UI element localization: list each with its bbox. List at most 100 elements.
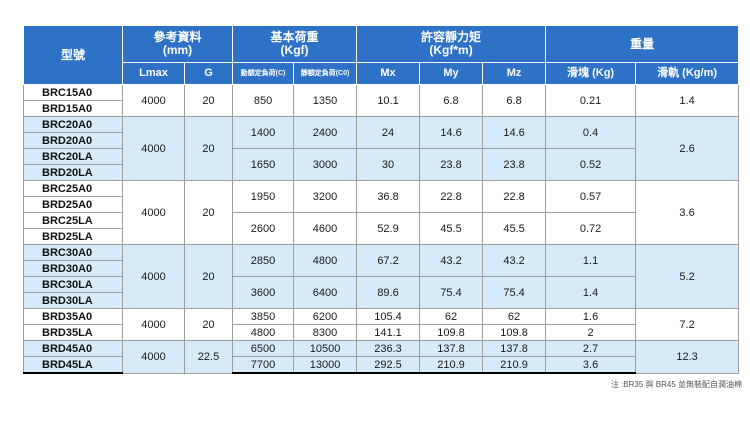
header-mz: Mz (482, 62, 547, 85)
g-cell: 20 (183, 84, 234, 117)
table-row: BRC20A0 4000 20 1400 2400 24 14.6 14.6 0… (23, 116, 740, 181)
rail-weight-cell: 12.3 (635, 340, 740, 374)
header-dynamic-load: 動額定負荷(C) (232, 62, 295, 85)
table-row: BRD45LA 7700 13000 292.5 210.9 210.9 3.6 (23, 356, 739, 374)
header-slider-weight: 滑塊 (Kg) (545, 62, 637, 85)
static-load-cell: 2400 (293, 116, 358, 149)
mz-cell: 75.4 (482, 276, 547, 309)
header-basic-load: 基本荷重 (Kgf) (232, 25, 358, 63)
dynamic-load-cell: 3850 (232, 308, 295, 325)
g-cell: 20 (183, 308, 234, 341)
lmax-cell: 4000 (122, 244, 185, 309)
mx-cell: 236.3 (356, 340, 421, 357)
mz-cell: 14.6 (482, 116, 547, 149)
slider-weight-cell: 1.4 (545, 276, 637, 309)
mx-cell: 24 (356, 116, 421, 149)
slider-weight-cell: 0.52 (545, 148, 637, 181)
mz-cell: 109.8 (482, 324, 547, 341)
dynamic-load-cell: 2600 (232, 212, 295, 245)
model-cell: BRC25LA (23, 212, 123, 229)
my-cell: 62 (419, 308, 484, 325)
my-cell: 45.5 (419, 212, 484, 245)
header-static-moment: 許容靜力矩 (Kgf*m) (356, 25, 547, 63)
table-row: BRD20LA (23, 164, 739, 181)
g-cell: 20 (183, 244, 234, 309)
slider-weight-cell: 1.6 (545, 308, 637, 325)
header-reference: 參考資料 (mm) (121, 25, 234, 63)
slider-weight-cell: 2 (545, 324, 637, 341)
static-load-cell: 10500 (293, 340, 358, 357)
header-weight: 重量 (545, 25, 740, 63)
slider-weight-cell: 2.7 (545, 340, 637, 357)
mx-cell: 292.5 (356, 356, 421, 374)
dynamic-load-cell: 4800 (232, 324, 295, 341)
model-cell: BRD15A0 (23, 100, 123, 117)
dynamic-load-cell: 1950 (232, 180, 295, 213)
slider-weight-cell: 0.21 (545, 84, 637, 117)
model-cell: BRD20LA (23, 164, 123, 181)
mz-cell: 62 (482, 308, 547, 325)
table-row: BRD25A0 (23, 196, 739, 213)
rail-weight-cell: 3.6 (635, 180, 740, 245)
header-my: My (419, 62, 484, 85)
static-load-cell: 3000 (293, 148, 358, 181)
spec-table: 型號 參考資料 (mm) 基本荷重 (Kgf) 許容靜力矩 (Kgf*m) 重量… (23, 25, 740, 374)
mz-cell: 137.8 (482, 340, 547, 357)
my-cell: 22.8 (419, 180, 484, 213)
static-load-cell: 3200 (293, 180, 358, 213)
my-cell: 137.8 (419, 340, 484, 357)
mz-cell: 22.8 (482, 180, 547, 213)
slider-weight-cell: 0.57 (545, 180, 637, 213)
model-cell: BRD30A0 (23, 260, 123, 277)
model-cell: BRC25A0 (23, 180, 123, 197)
mz-cell: 23.8 (482, 148, 547, 181)
dynamic-load-cell: 1650 (232, 148, 295, 181)
my-cell: 75.4 (419, 276, 484, 309)
rail-weight-cell: 1.4 (635, 84, 740, 117)
table-row: BRD15A0 (23, 100, 739, 117)
my-cell: 109.8 (419, 324, 484, 341)
mz-cell: 210.9 (482, 356, 547, 374)
table-row: BRC25A0 4000 20 1950 3200 36.8 22.8 22.8… (23, 180, 740, 245)
g-cell: 20 (183, 116, 234, 181)
mz-cell: 45.5 (482, 212, 547, 245)
table-body: BRC15A0 4000 20 850 1350 10.1 6.8 6.8 0.… (23, 84, 740, 374)
slider-weight-cell: 0.4 (545, 116, 637, 149)
lmax-cell: 4000 (122, 340, 185, 374)
rail-weight-cell: 7.2 (635, 308, 740, 341)
model-cell: BRC20A0 (23, 116, 123, 133)
table-row: BRD45A0 4000 22.5 6500 10500 236.3 137.8… (23, 340, 740, 374)
slider-weight-cell: 1.1 (545, 244, 637, 277)
static-load-cell: 1350 (293, 84, 358, 117)
footnote: 注 :BR35 與 BR45 並無裝配自潤油棉 (610, 380, 742, 389)
model-cell: BRD30LA (23, 292, 123, 309)
dynamic-load-cell: 850 (232, 84, 295, 117)
dynamic-load-cell: 3600 (232, 276, 295, 309)
table-row: BRD35A0 4000 20 3850 6200 105.4 62 62 1.… (23, 308, 740, 341)
static-load-cell: 4800 (293, 244, 358, 277)
lmax-cell: 4000 (122, 180, 185, 245)
mx-cell: 30 (356, 148, 421, 181)
table-row: BRC30A0 4000 20 2850 4800 67.2 43.2 43.2… (23, 244, 740, 309)
slider-weight-cell: 3.6 (545, 356, 637, 374)
my-cell: 14.6 (419, 116, 484, 149)
mx-cell: 52.9 (356, 212, 421, 245)
table-row: BRC25LA 2600 4600 52.9 45.5 45.5 0.72 (23, 212, 739, 245)
static-load-cell: 6400 (293, 276, 358, 309)
model-cell: BRD45LA (23, 356, 123, 374)
model-cell: BRC30A0 (23, 244, 123, 261)
mx-cell: 10.1 (356, 84, 421, 117)
table-row: BRC15A0 4000 20 850 1350 10.1 6.8 6.8 0.… (23, 84, 740, 117)
my-cell: 210.9 (419, 356, 484, 374)
g-cell: 20 (183, 180, 234, 245)
my-cell: 23.8 (419, 148, 484, 181)
mx-cell: 105.4 (356, 308, 421, 325)
header-g: G (183, 62, 234, 85)
model-cell: BRC15A0 (23, 84, 123, 101)
model-cell: BRD20A0 (23, 132, 123, 149)
static-load-cell: 8300 (293, 324, 358, 341)
model-cell: BRD25LA (23, 228, 123, 245)
rail-weight-cell: 5.2 (635, 244, 740, 309)
g-cell: 22.5 (183, 340, 234, 374)
lmax-cell: 4000 (122, 308, 185, 341)
